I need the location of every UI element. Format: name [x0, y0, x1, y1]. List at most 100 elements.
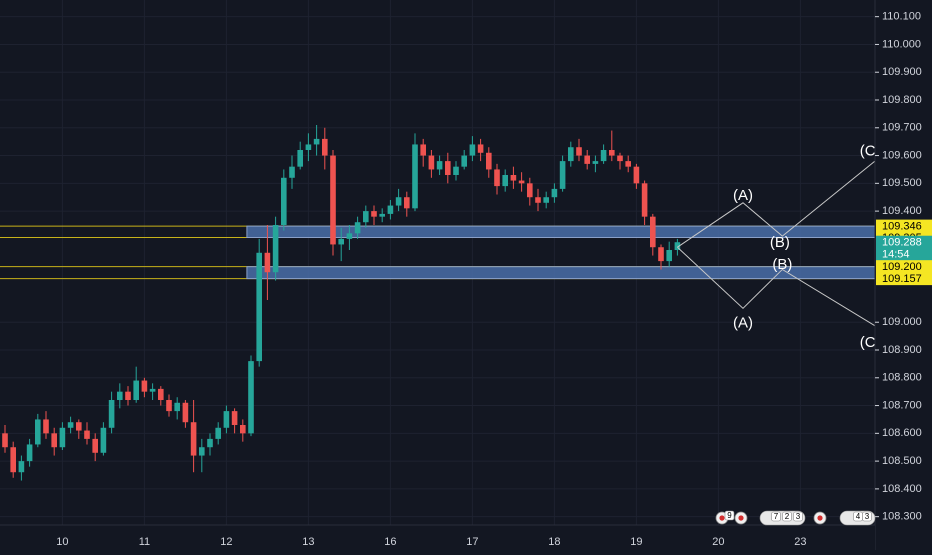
candle-body[interactable]: [338, 238, 344, 245]
candle-body[interactable]: [158, 388, 164, 400]
time-tick-label: 19: [630, 536, 642, 548]
candle-body[interactable]: [658, 247, 664, 262]
candle-body[interactable]: [215, 427, 221, 439]
news-event-icon-dot: [817, 515, 823, 521]
candle-body[interactable]: [199, 447, 205, 456]
candle-body[interactable]: [453, 166, 459, 175]
candle-body[interactable]: [76, 422, 82, 431]
candle-body[interactable]: [223, 411, 230, 428]
candle-body[interactable]: [305, 144, 312, 150]
candle-body[interactable]: [289, 166, 295, 178]
candle-body[interactable]: [543, 197, 549, 203]
candle-body[interactable]: [35, 419, 41, 445]
candle-body[interactable]: [108, 400, 115, 428]
candle-body[interactable]: [445, 161, 451, 175]
candle-body[interactable]: [100, 427, 107, 453]
candle-body[interactable]: [281, 177, 287, 225]
candle-body[interactable]: [641, 183, 648, 217]
candle-body[interactable]: [436, 161, 443, 170]
candle-body[interactable]: [559, 161, 566, 189]
candle-body[interactable]: [412, 144, 418, 209]
time-tick-label: 18: [548, 536, 560, 548]
level-price-label: 109.157: [882, 273, 922, 285]
candle-body[interactable]: [518, 180, 525, 184]
candle-body[interactable]: [387, 205, 394, 214]
candle-body[interactable]: [248, 361, 254, 434]
candle-body[interactable]: [535, 197, 541, 203]
candle-body[interactable]: [527, 183, 533, 198]
candle-body[interactable]: [650, 216, 656, 248]
candle-body[interactable]: [551, 188, 558, 198]
candle-body[interactable]: [379, 213, 385, 217]
candle-body[interactable]: [330, 155, 336, 245]
candle-body[interactable]: [404, 197, 410, 209]
price-tick-label: 109.900: [882, 66, 922, 78]
elliott-wave-path[interactable]: [677, 157, 879, 248]
price-tick-label: 108.900: [882, 344, 922, 356]
candle-body[interactable]: [92, 438, 98, 453]
candle-body[interactable]: [125, 391, 131, 400]
price-tick-label: 110.100: [882, 11, 921, 23]
candle-body[interactable]: [26, 444, 33, 462]
candle-body[interactable]: [674, 242, 681, 250]
candle-body[interactable]: [461, 155, 467, 167]
candle-body[interactable]: [420, 144, 426, 156]
candle-body[interactable]: [240, 425, 246, 434]
candle-body[interactable]: [600, 150, 607, 162]
candle-body[interactable]: [18, 461, 25, 473]
candle-body[interactable]: [141, 380, 148, 392]
candle-body[interactable]: [133, 380, 139, 400]
candle-body[interactable]: [256, 252, 262, 362]
candle-body[interactable]: [477, 144, 484, 153]
candle-body[interactable]: [502, 175, 508, 187]
candle-body[interactable]: [272, 225, 279, 273]
candle-body[interactable]: [469, 144, 476, 156]
candle-body[interactable]: [190, 422, 197, 456]
candle-body[interactable]: [313, 138, 320, 145]
candle-body[interactable]: [297, 150, 303, 167]
candle-body[interactable]: [2, 433, 8, 448]
candle-body[interactable]: [174, 402, 180, 412]
candle-body[interactable]: [617, 155, 623, 162]
candle-body[interactable]: [207, 438, 213, 448]
event-count: 3: [796, 512, 801, 521]
level-price-label: 109.200: [882, 261, 922, 273]
elliott-wave-path[interactable]: [677, 246, 879, 329]
candle-body[interactable]: [510, 175, 517, 181]
candle-body[interactable]: [51, 433, 57, 448]
candle-body[interactable]: [84, 430, 90, 439]
candle-body[interactable]: [182, 402, 189, 423]
candle-body[interactable]: [609, 150, 615, 156]
candle-body[interactable]: [494, 169, 500, 187]
candle-body[interactable]: [633, 166, 640, 184]
candle-body[interactable]: [371, 211, 377, 217]
candle-body[interactable]: [428, 155, 435, 170]
candle-body[interactable]: [10, 447, 16, 473]
wave-label: (A): [733, 187, 753, 204]
candle-body[interactable]: [264, 252, 271, 273]
time-tick-label: 16: [384, 536, 396, 548]
candle-body[interactable]: [395, 197, 402, 206]
candle-body[interactable]: [117, 391, 123, 400]
candle-body[interactable]: [625, 161, 631, 167]
candle-body[interactable]: [584, 155, 590, 164]
candle-body[interactable]: [363, 211, 369, 223]
candle-body[interactable]: [67, 422, 74, 428]
candle-body[interactable]: [322, 138, 328, 156]
candle-body[interactable]: [346, 233, 353, 239]
candle-body[interactable]: [43, 419, 49, 434]
price-tick-label: 108.600: [882, 427, 922, 439]
candle-body[interactable]: [592, 161, 599, 164]
candle-body[interactable]: [166, 400, 172, 412]
candle-body[interactable]: [486, 152, 492, 170]
candle-body[interactable]: [231, 411, 238, 425]
candle-body[interactable]: [666, 250, 672, 262]
candle-body[interactable]: [59, 427, 66, 448]
candle-body[interactable]: [149, 388, 156, 392]
candle-body[interactable]: [354, 222, 361, 234]
candle-body[interactable]: [576, 147, 582, 156]
candle-body[interactable]: [568, 147, 574, 162]
time-axis[interactable]: [0, 525, 875, 550]
